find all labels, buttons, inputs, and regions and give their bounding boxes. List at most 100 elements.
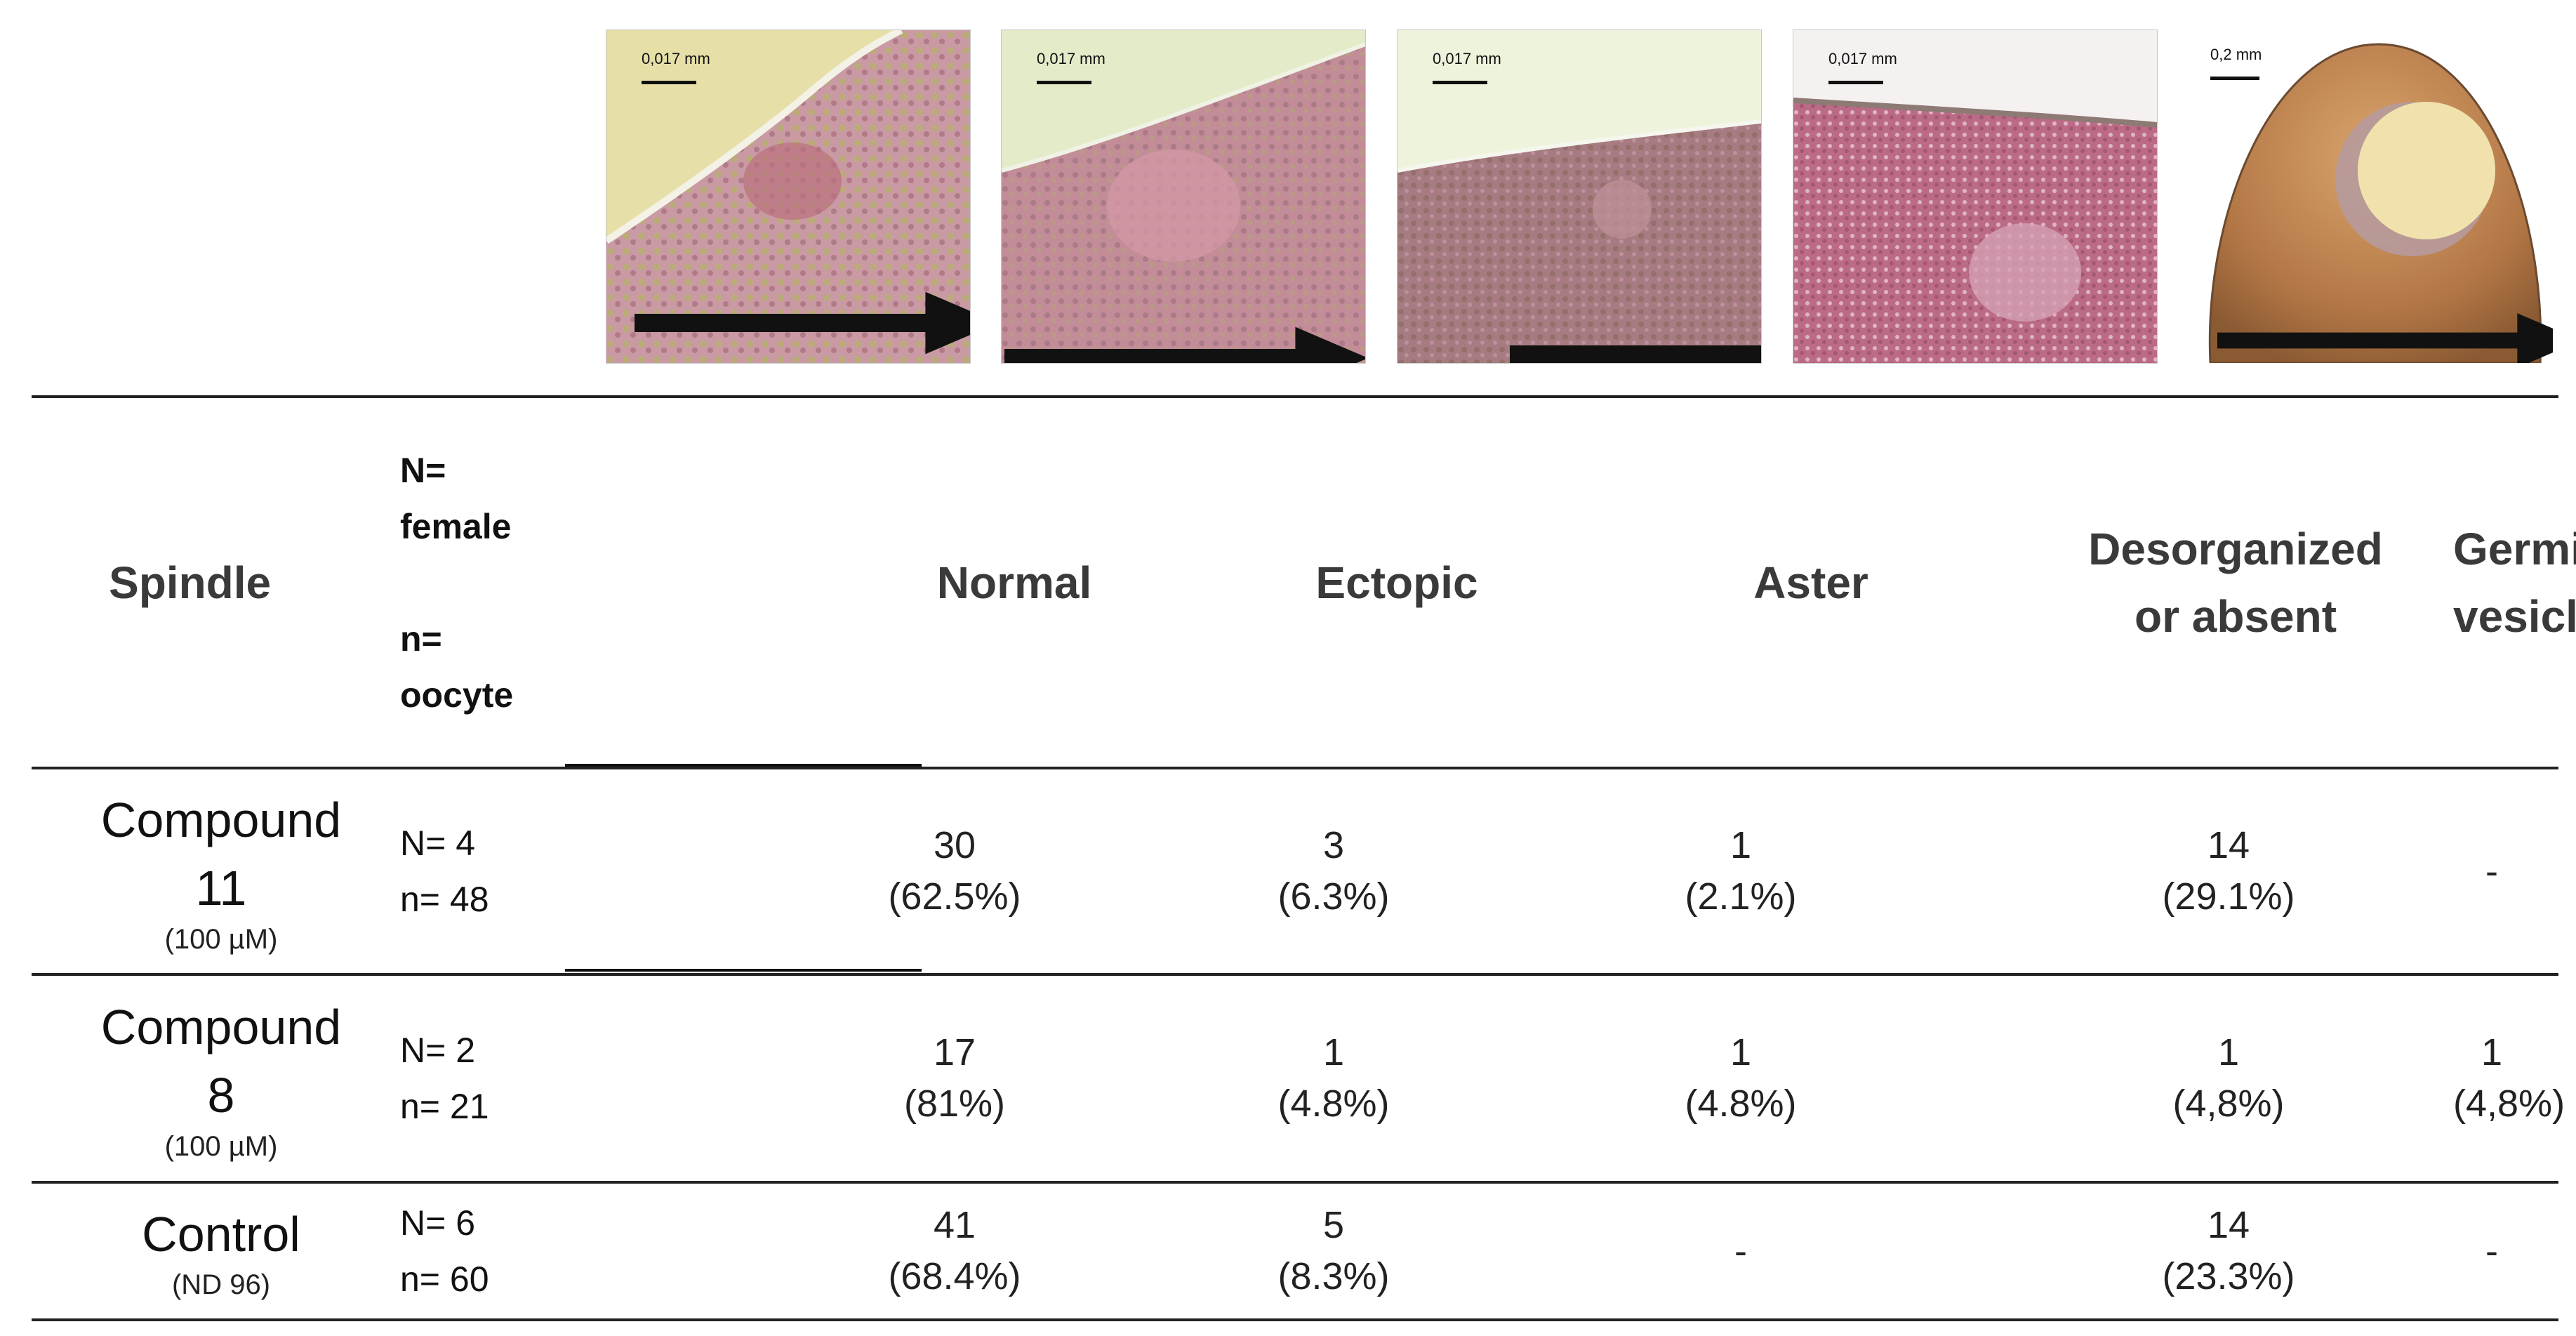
- micrograph-aster-image: [1397, 30, 1761, 363]
- scale-label: 0,017 mm: [1037, 50, 1106, 67]
- scale-bar: [1828, 81, 1883, 84]
- row-label-concentration: (100 µM): [164, 923, 278, 955]
- scale-marker: 0,017 mm: [1037, 50, 1106, 84]
- header-ectopic: Ectopic: [1315, 557, 1478, 608]
- cell-count: 14: [2207, 824, 2250, 867]
- arrow-right-icon: [1510, 345, 1761, 363]
- cell-percent: (2.1%): [1685, 875, 1797, 918]
- micrograph-ectopic: 0,017 mm: [1001, 29, 1366, 364]
- cell-count: 1: [1729, 1031, 1752, 1074]
- cell-count: 14: [2207, 1204, 2250, 1247]
- header-n-counts: N= female n= oocyte: [400, 397, 839, 768]
- row-label-line1: Compound: [100, 1000, 342, 1055]
- table-row: Control (ND 96) N= 6 n= 60 41 (68.4%) 5 …: [32, 1182, 2558, 1320]
- cell-normal: 41 (68.4%): [839, 1182, 1190, 1320]
- header-desorganized-line1: Desorganized: [2088, 523, 2383, 574]
- cell-count: 1: [1322, 1031, 1345, 1074]
- row-n-female: N= 2: [400, 1031, 476, 1070]
- micrograph-desorganized: 0,017 mm: [1793, 29, 2158, 364]
- header-desorganized: Desorganized or absent: [2018, 397, 2453, 768]
- scale-label: 0,017 mm: [1433, 50, 1501, 67]
- row-n-counts: N= 2 n= 21: [400, 974, 839, 1182]
- row-label-medium: (ND 96): [171, 1269, 271, 1301]
- row-label-line2: 8: [207, 1068, 235, 1123]
- header-desorganized-line2: or absent: [2134, 590, 2337, 642]
- row-label-line2: 11: [195, 861, 247, 915]
- cell-percent: (81%): [903, 1083, 1006, 1125]
- row-label-line1: Compound: [100, 793, 342, 848]
- normal-column-rule: [565, 764, 922, 767]
- scale-label: 0,2 mm: [2210, 46, 2262, 63]
- cell-count: 1: [1729, 824, 1752, 867]
- cell-count: 1: [2217, 1031, 2240, 1074]
- cell-percent: (23.3%): [2162, 1255, 2295, 1297]
- micrograph-aster: 0,017 mm: [1397, 29, 1762, 364]
- header-germinal-line2: vesicle: [2453, 590, 2576, 642]
- header-germinal-line1: Germinal: [2453, 523, 2576, 574]
- header-germinal-vesicle: Germinal vesicle: [2453, 397, 2576, 768]
- cell-ectopic: 3 (6.3%): [1190, 768, 1604, 974]
- cell-desorganized: 14 (23.3%): [2018, 1182, 2453, 1320]
- normal-column-rule: [565, 969, 922, 972]
- arrow-right-icon: [1004, 326, 1365, 363]
- arrow-right-icon: [2217, 313, 2553, 363]
- cell-ectopic: 5 (8.3%): [1190, 1182, 1604, 1320]
- spindle-results-table: Spindle N= female n= oocyte Normal Ectop…: [32, 395, 2576, 1321]
- cell-germinal-vesicle: -: [2485, 850, 2498, 892]
- cell-count: 3: [1322, 824, 1345, 867]
- cell-count: 1: [2481, 1031, 2503, 1074]
- scale-bar: [1037, 81, 1091, 84]
- arrow-right-icon: [635, 291, 970, 355]
- table-row: Compound 8 (100 µM) N= 2 n= 21 17 (81%) …: [32, 974, 2565, 1182]
- results-table: Spindle N= female n= oocyte Normal Ectop…: [32, 395, 2576, 1321]
- cell-percent: (62.5%): [888, 875, 1021, 918]
- cell-percent: (68.4%): [888, 1255, 1021, 1297]
- row-label: Compound 11 (100 µM): [32, 768, 453, 974]
- cell-count: 17: [933, 1031, 976, 1074]
- micrograph-normal-image: [606, 30, 970, 363]
- cell-count: 30: [933, 824, 976, 867]
- scale-marker: 0,2 mm: [2210, 46, 2262, 80]
- row-n-female: N= 4: [400, 824, 476, 863]
- cell-percent: (4.8%): [1685, 1083, 1797, 1125]
- row-n-oocyte: n= 60: [400, 1259, 489, 1299]
- row-label-concentration: (100 µM): [164, 1130, 278, 1162]
- scale-marker: 0,017 mm: [1828, 50, 1897, 84]
- cell-count: 41: [933, 1204, 976, 1247]
- cell-percent: (4.8%): [1277, 1083, 1390, 1125]
- cell-desorganized: 1 (4,8%): [2018, 974, 2453, 1182]
- row-n-oocyte: n= 21: [400, 1087, 489, 1126]
- micrograph-desorganized-image: [1793, 30, 2157, 363]
- scale-bar: [1433, 81, 1487, 84]
- scale-bar: [642, 81, 696, 84]
- cell-aster: 1 (2.1%): [1604, 768, 2018, 974]
- cell-ectopic: 1 (4.8%): [1190, 974, 1604, 1182]
- scale-bar: [2210, 77, 2259, 80]
- header-n-female-label: N=: [400, 450, 446, 490]
- header-n-oocyte-label: n=: [400, 619, 442, 659]
- header-aster: Aster: [1753, 557, 1868, 608]
- header-spindle: Spindle: [109, 557, 272, 608]
- cell-germinal-vesicle: -: [2485, 1230, 2498, 1272]
- row-n-oocyte: n= 48: [400, 880, 489, 919]
- micrograph-normal: 0,017 mm: [606, 29, 971, 364]
- scale-label: 0,017 mm: [642, 50, 710, 67]
- row-label-line1: Control: [142, 1206, 300, 1262]
- micrograph-germinal-vesicle: 0,2 mm: [2189, 29, 2554, 364]
- cell-count: 5: [1322, 1204, 1345, 1247]
- scale-label: 0,017 mm: [1828, 50, 1897, 67]
- micrograph-ectopic-image: [1002, 30, 1365, 363]
- micrograph-germinal-vesicle-image: [2189, 30, 2553, 363]
- row-n-female: N= 6: [400, 1203, 476, 1243]
- cell-percent: (8.3%): [1277, 1255, 1390, 1297]
- scale-marker: 0,017 mm: [1433, 50, 1501, 84]
- cell-normal: 17 (81%): [839, 974, 1190, 1182]
- row-n-counts: N= 4 n= 48: [400, 768, 839, 974]
- cell-normal: 30 (62.5%): [839, 768, 1190, 974]
- cell-aster: -: [1734, 1230, 1747, 1272]
- cell-percent: (4,8%): [2172, 1083, 2285, 1125]
- cell-desorganized: 14 (29.1%): [2018, 768, 2453, 974]
- cell-percent: (6.3%): [1277, 875, 1390, 918]
- cell-germinal-vesicle: 1 (4,8%): [2453, 974, 2565, 1182]
- cell-percent: (29.1%): [2162, 875, 2295, 918]
